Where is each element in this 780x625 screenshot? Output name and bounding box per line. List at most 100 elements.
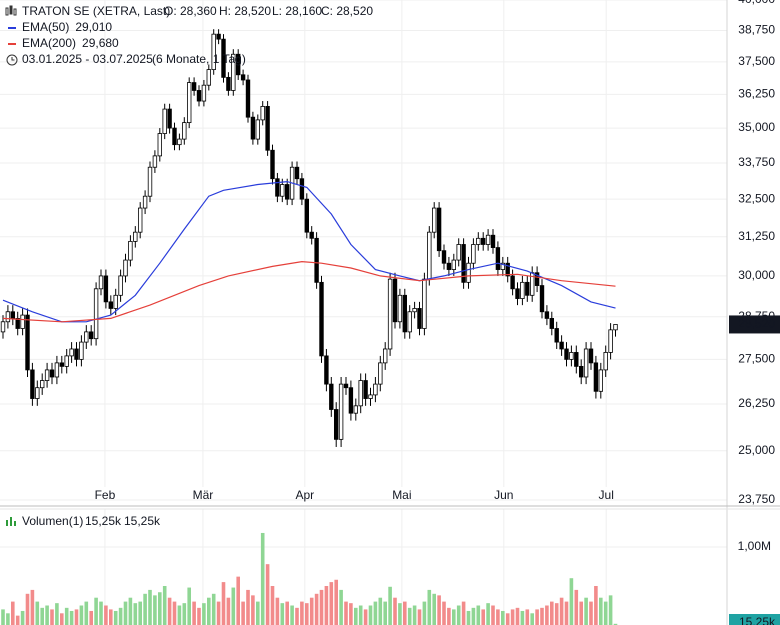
volume-bar	[388, 586, 392, 625]
volume-bar	[260, 532, 265, 625]
candle-body	[378, 362, 383, 385]
volume-bar	[378, 597, 383, 625]
y-tick-label: 23,750	[738, 492, 775, 506]
candle-body	[461, 244, 466, 283]
volume-bar	[74, 609, 79, 625]
volume-tag-label: 15,25k	[739, 615, 776, 625]
candle-body	[598, 369, 603, 392]
candle-body	[240, 74, 246, 81]
candle-body	[157, 133, 162, 157]
volume-bar	[412, 605, 417, 625]
candle-body	[147, 166, 153, 197]
volume-bar	[104, 605, 108, 625]
volume-bar	[383, 601, 387, 625]
candle-body	[245, 79, 251, 118]
volume-bar	[324, 586, 329, 625]
candle-body	[505, 262, 510, 277]
candle-body	[49, 369, 55, 378]
candle-body	[137, 207, 143, 233]
volume-bar	[236, 576, 240, 625]
candle-body	[353, 405, 358, 414]
volume-bar	[314, 593, 319, 625]
candle-body	[44, 369, 50, 381]
volume-bar	[452, 609, 456, 625]
header-ohlc: C: 28,520	[321, 4, 373, 18]
x-tick-label: Mär	[193, 488, 214, 502]
candle-body	[206, 69, 211, 86]
candle-body	[79, 341, 84, 360]
candle-body	[284, 184, 290, 200]
volume-bar	[501, 610, 505, 625]
labels: TRATON SE (XETRA, Last) O: 28,360 H: 28,…	[5, 0, 780, 625]
volume-bar	[270, 586, 275, 625]
candle-body	[441, 250, 447, 264]
candle-body	[314, 237, 319, 283]
header-title: TRATON SE (XETRA, Last)	[22, 4, 170, 18]
volume-bar	[167, 597, 172, 625]
candle-body	[373, 383, 378, 396]
candle-body	[500, 262, 505, 270]
volume-bar	[589, 601, 593, 625]
volume-bar	[393, 597, 397, 625]
header-ohlc: H: 28,520	[219, 4, 271, 18]
volume-bar	[608, 595, 613, 625]
candle-body	[118, 275, 123, 296]
volume-bar	[530, 613, 534, 625]
volume-bar	[113, 610, 118, 625]
candle-body	[113, 294, 118, 309]
y-tick-label: 26,250	[738, 396, 775, 410]
candle-body	[172, 127, 177, 146]
volume-bar	[35, 601, 40, 625]
volume-bar	[319, 589, 324, 625]
candle-body	[265, 105, 270, 151]
volume-bar	[613, 623, 618, 625]
y-tick-label: 35,000	[738, 120, 775, 134]
candle-body	[15, 318, 20, 329]
y-tick-label: 37,500	[738, 54, 775, 68]
candle-body	[319, 281, 324, 357]
volume-bar	[182, 603, 187, 625]
volume-bar	[241, 601, 245, 625]
volume-bar	[486, 603, 490, 625]
candle-body	[525, 281, 530, 296]
candle-body	[431, 207, 437, 233]
volume-bar	[422, 601, 427, 625]
ema-line	[2, 180, 616, 323]
candle-body	[417, 308, 422, 329]
volume-bar	[461, 601, 466, 625]
candle-body	[333, 409, 339, 440]
candle-body	[260, 105, 265, 121]
volume-bar	[1, 609, 5, 625]
volume-bar	[99, 601, 103, 625]
y-tick-label: 33,750	[738, 155, 775, 169]
candle-body	[588, 348, 594, 364]
candle-body	[574, 352, 579, 367]
volume-bar	[520, 610, 525, 625]
volume-bar	[275, 597, 280, 625]
candle-body	[358, 380, 363, 407]
ema-line	[2, 260, 616, 323]
candle-body	[280, 184, 285, 197]
volume-bar	[11, 601, 15, 625]
period: 03.01.2025 - 03.07.2025	[22, 52, 153, 66]
volume-bar	[197, 607, 201, 625]
volume-bar	[417, 609, 422, 625]
volume-bar	[505, 613, 510, 625]
candle-body	[363, 380, 368, 399]
candle-body	[368, 394, 373, 399]
candle-body	[324, 355, 329, 385]
volume-bar	[192, 601, 196, 625]
volume-bar	[309, 597, 314, 625]
volume-bar	[162, 586, 167, 625]
clock-icon	[6, 54, 18, 66]
volume-bar	[368, 605, 373, 625]
candle-body	[128, 240, 133, 261]
x-tick-label: Feb	[95, 488, 116, 502]
candle-body	[397, 294, 403, 323]
candle-body	[579, 365, 584, 378]
candle-body	[608, 329, 613, 353]
price-tag-label: 28,520	[738, 317, 775, 331]
volume-bar	[207, 597, 211, 625]
legend-value: 29,010	[75, 20, 112, 34]
